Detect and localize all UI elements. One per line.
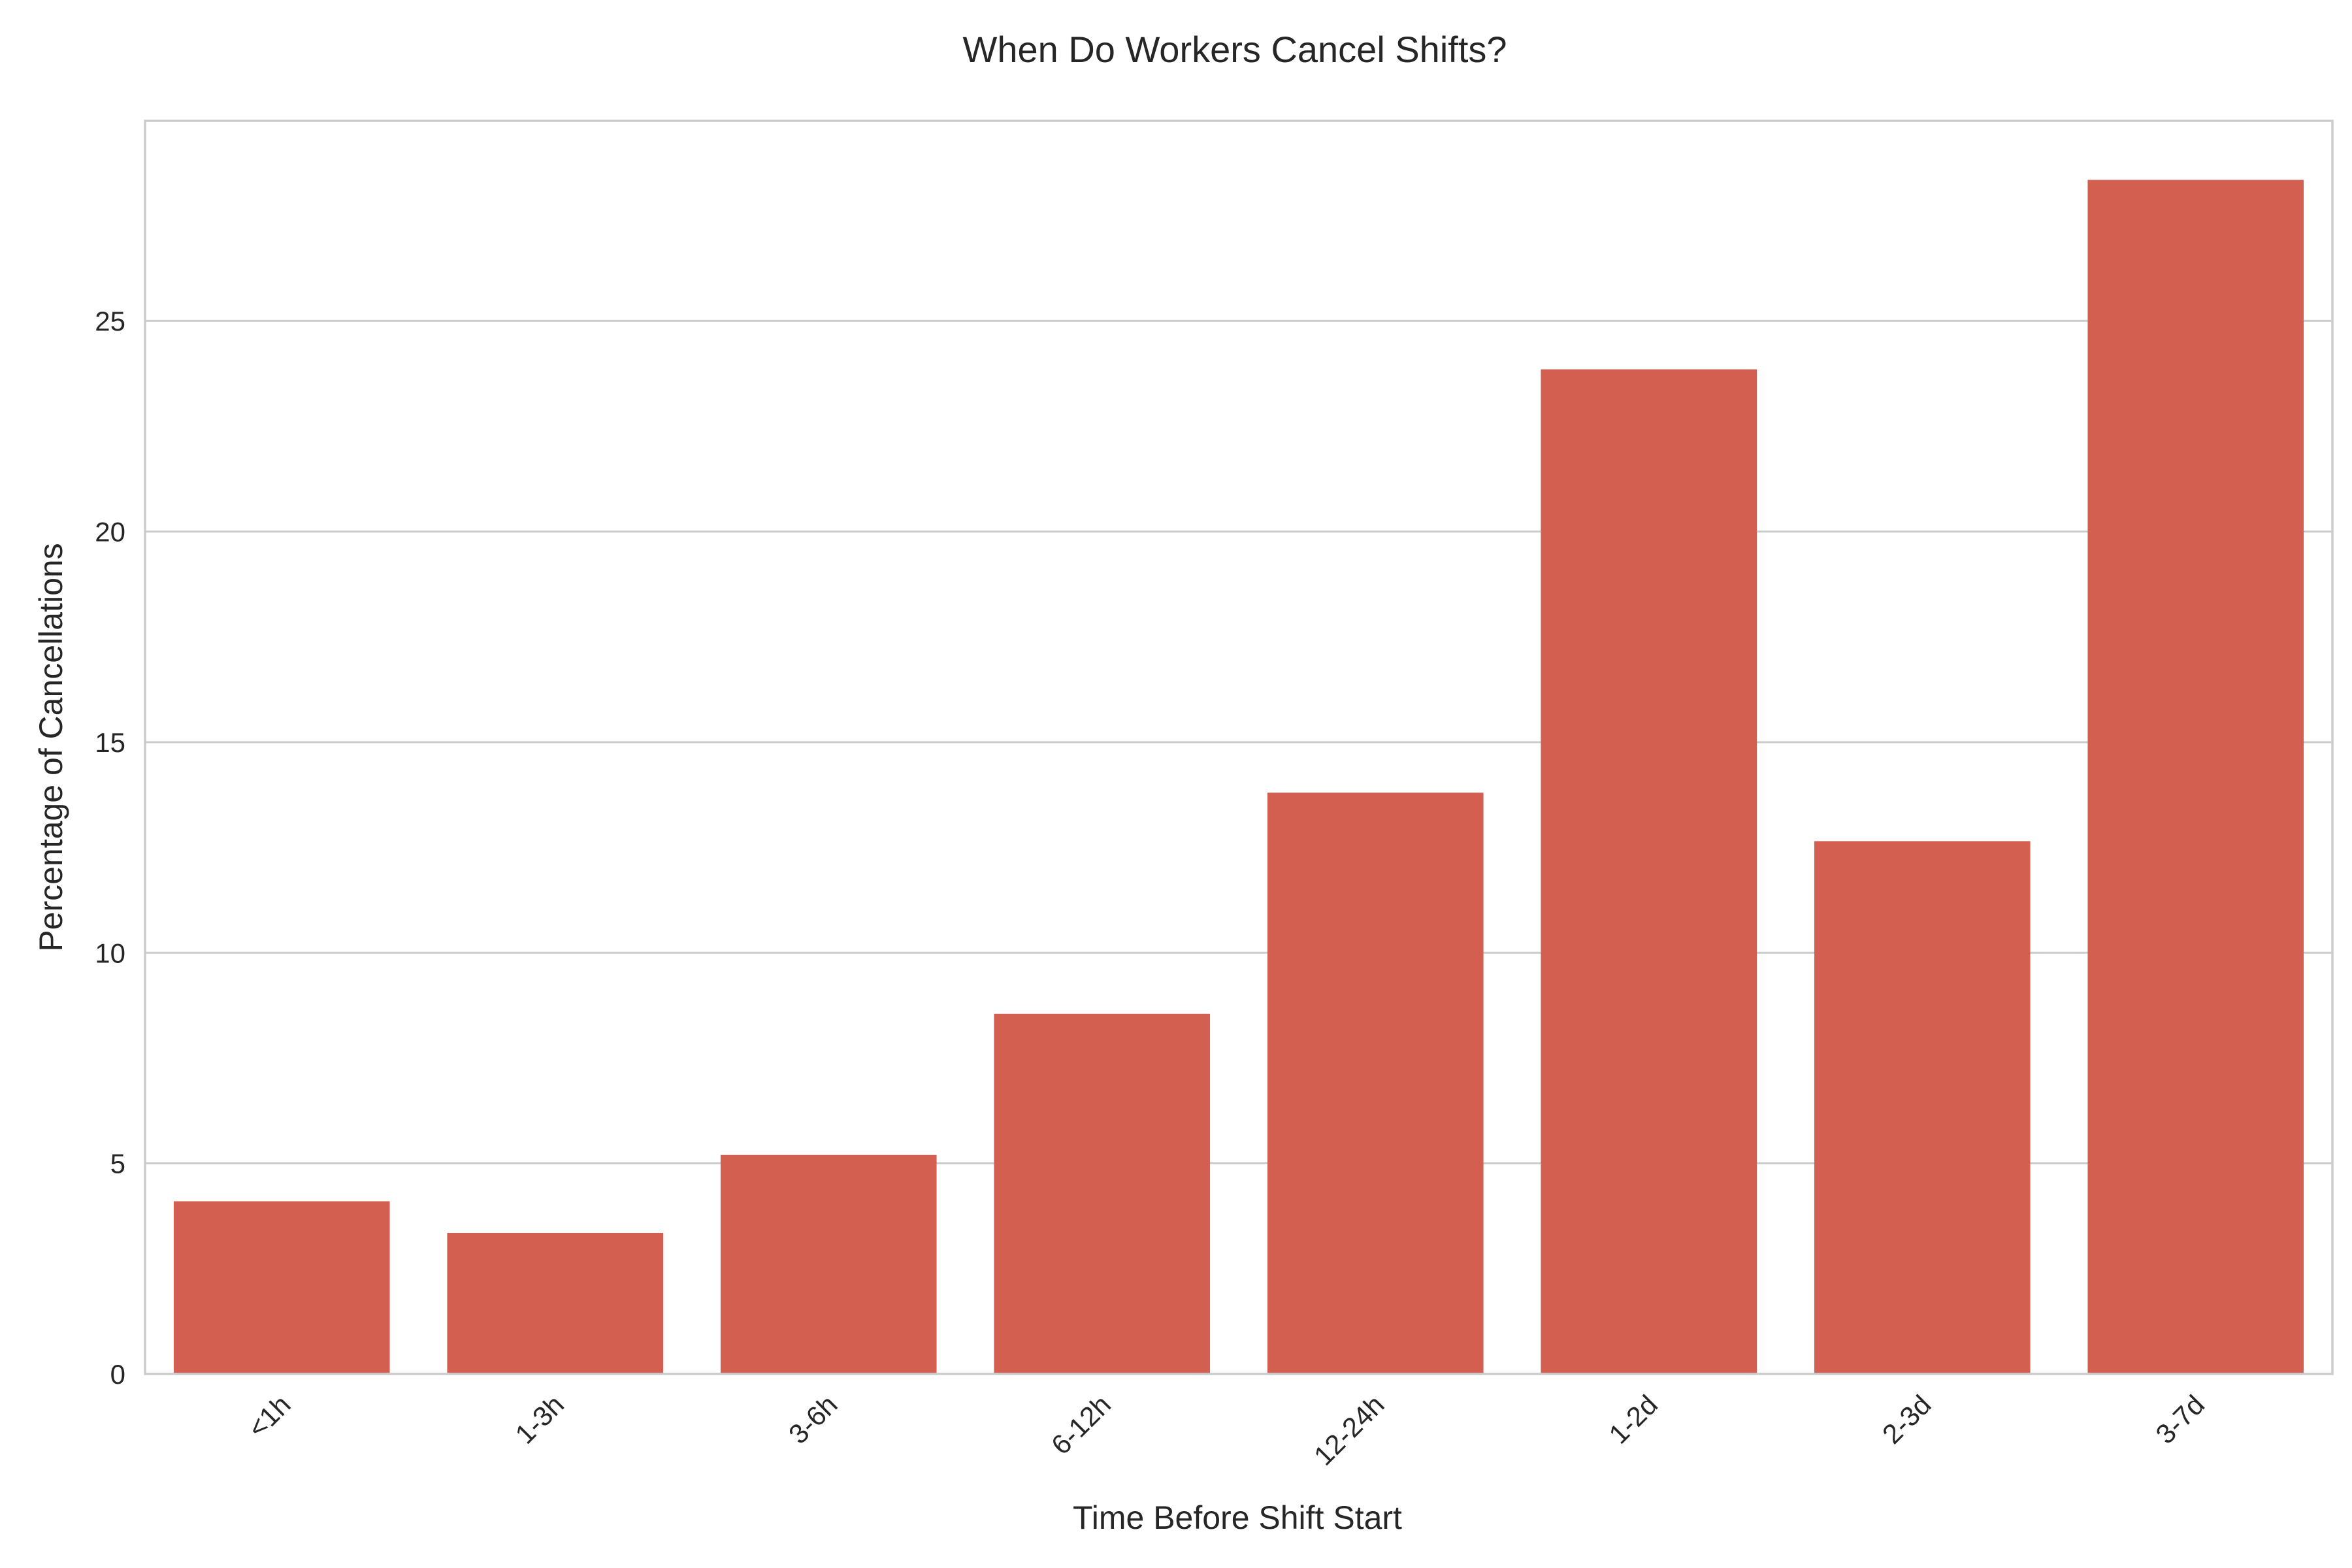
plot-frame bbox=[144, 120, 2334, 1375]
chart-title: When Do Workers Cancel Shifts? bbox=[962, 29, 1507, 70]
bar-1-3h bbox=[447, 1233, 664, 1374]
bar-2-3d bbox=[1814, 841, 2031, 1374]
bar-1-2d bbox=[1541, 369, 1757, 1374]
y-tick-labels: 0 5 10 15 20 25 bbox=[95, 306, 125, 1390]
bar-6-12h bbox=[994, 1013, 1211, 1374]
y-tick-label: 10 bbox=[95, 938, 125, 968]
bar-1h bbox=[173, 1201, 390, 1374]
bars bbox=[173, 180, 2304, 1375]
bar-3-7d bbox=[2087, 180, 2304, 1375]
y-tick-label: 15 bbox=[95, 727, 125, 758]
x-axis-label: Time Before Shift Start bbox=[1073, 1499, 1402, 1536]
y-tick-label: 20 bbox=[95, 517, 125, 547]
y-tick-label: 5 bbox=[110, 1149, 125, 1179]
bar-12-24h bbox=[1267, 792, 1484, 1374]
y-tick-label: 0 bbox=[110, 1359, 125, 1390]
y-axis-label: Percentage of Cancellations bbox=[33, 543, 69, 951]
y-tick-label: 25 bbox=[95, 306, 125, 336]
bar-3-6h bbox=[720, 1154, 937, 1374]
